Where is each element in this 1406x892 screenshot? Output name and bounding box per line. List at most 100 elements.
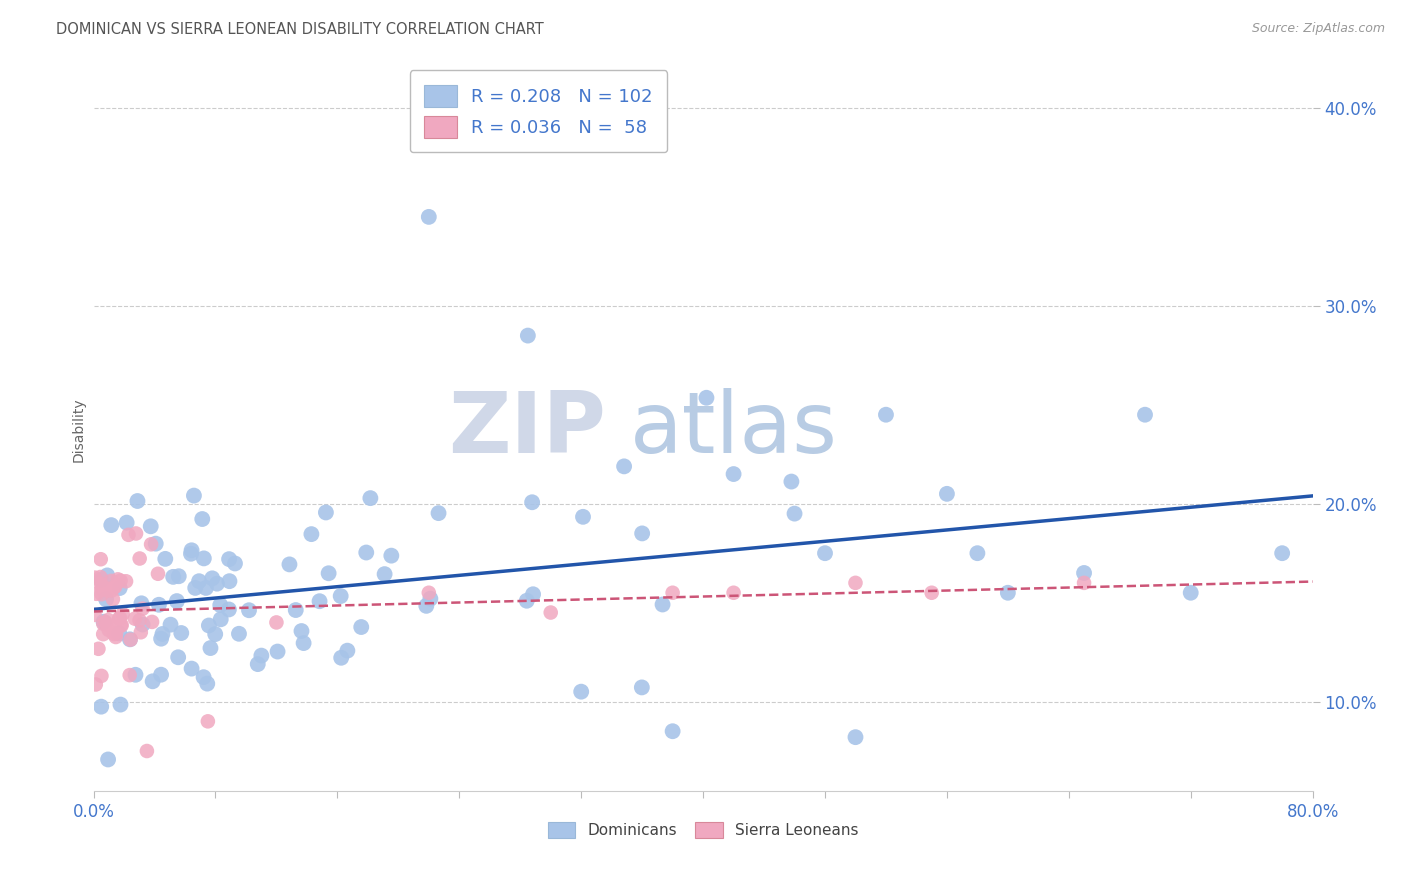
Point (209, 598, 232, 612)
Point (152, 627, 174, 641)
Point (966, 546, 988, 560)
Point (146, 566, 169, 581)
Point (198, 618, 221, 632)
Point (91, 616, 114, 631)
Point (238, 603, 260, 617)
Point (284, 603, 307, 617)
Point (180, 543, 202, 558)
Point (94, 592, 117, 607)
Point (415, 599, 437, 613)
Point (723, 586, 745, 600)
Point (290, 624, 312, 638)
Point (266, 644, 288, 658)
Point (108, 611, 131, 625)
Point (91, 582, 114, 597)
Point (330, 650, 353, 665)
Point (107, 572, 129, 586)
Point (108, 611, 131, 625)
Point (139, 519, 162, 533)
Point (783, 507, 806, 521)
Point (97, 613, 120, 627)
Point (89, 570, 111, 584)
Point (188, 574, 211, 589)
Point (128, 551, 150, 566)
Point (418, 210, 440, 224)
Point (155, 552, 177, 566)
Point (111, 607, 134, 621)
Point (127, 494, 149, 508)
Point (780, 475, 803, 489)
Point (84, 677, 107, 691)
Point (150, 632, 173, 646)
Point (90, 573, 112, 587)
Point (124, 667, 146, 681)
Point (90, 699, 112, 714)
Point (193, 551, 215, 566)
Point (120, 632, 142, 647)
Point (129, 625, 152, 640)
Point (218, 552, 240, 566)
Text: DOMINICAN VS SIERRA LEONEAN DISABILITY CORRELATION CHART: DOMINICAN VS SIERRA LEONEAN DISABILITY C… (56, 22, 544, 37)
Point (111, 618, 134, 632)
Point (419, 591, 441, 606)
Point (87, 641, 110, 656)
Point (96, 617, 118, 632)
Point (167, 569, 190, 583)
Point (124, 612, 146, 626)
Point (921, 586, 943, 600)
Point (91, 627, 114, 641)
Point (572, 509, 595, 524)
Point (695, 391, 717, 405)
Point (661, 724, 683, 739)
Point (292, 636, 315, 650)
Point (380, 549, 402, 563)
Point (104, 630, 127, 644)
Point (191, 512, 214, 526)
Point (224, 557, 246, 571)
Point (522, 587, 544, 601)
Point (374, 567, 396, 582)
Point (139, 537, 162, 551)
Point (651, 598, 673, 612)
Point (131, 617, 153, 632)
Text: atlas: atlas (630, 388, 838, 471)
Point (209, 612, 232, 626)
Point (218, 602, 240, 616)
Point (318, 566, 340, 581)
Point (997, 586, 1019, 600)
Point (935, 487, 957, 501)
Point (101, 592, 124, 607)
Point (329, 589, 352, 603)
Point (131, 596, 153, 610)
Point (108, 581, 131, 595)
Point (115, 516, 138, 530)
Point (427, 506, 450, 520)
Point (167, 650, 190, 665)
Point (100, 574, 122, 588)
Point (159, 617, 181, 632)
Point (83, 607, 105, 622)
Point (93, 615, 115, 629)
Point (1133, 408, 1156, 422)
Point (97, 752, 120, 766)
Legend: Dominicans, Sierra Leoneans: Dominicans, Sierra Leoneans (541, 816, 865, 845)
Point (131, 601, 153, 615)
Point (844, 730, 866, 744)
Point (148, 598, 170, 612)
Point (150, 667, 173, 681)
Point (246, 657, 269, 672)
Point (278, 558, 301, 572)
Point (91, 580, 114, 594)
Point (200, 641, 222, 656)
Point (266, 615, 288, 630)
Point (90, 587, 112, 601)
Point (193, 670, 215, 684)
Point (631, 681, 654, 695)
Point (105, 626, 128, 640)
Point (110, 574, 132, 588)
Point (180, 547, 202, 561)
Point (336, 643, 359, 657)
Point (520, 495, 543, 509)
Point (1073, 575, 1095, 590)
Point (315, 506, 337, 520)
